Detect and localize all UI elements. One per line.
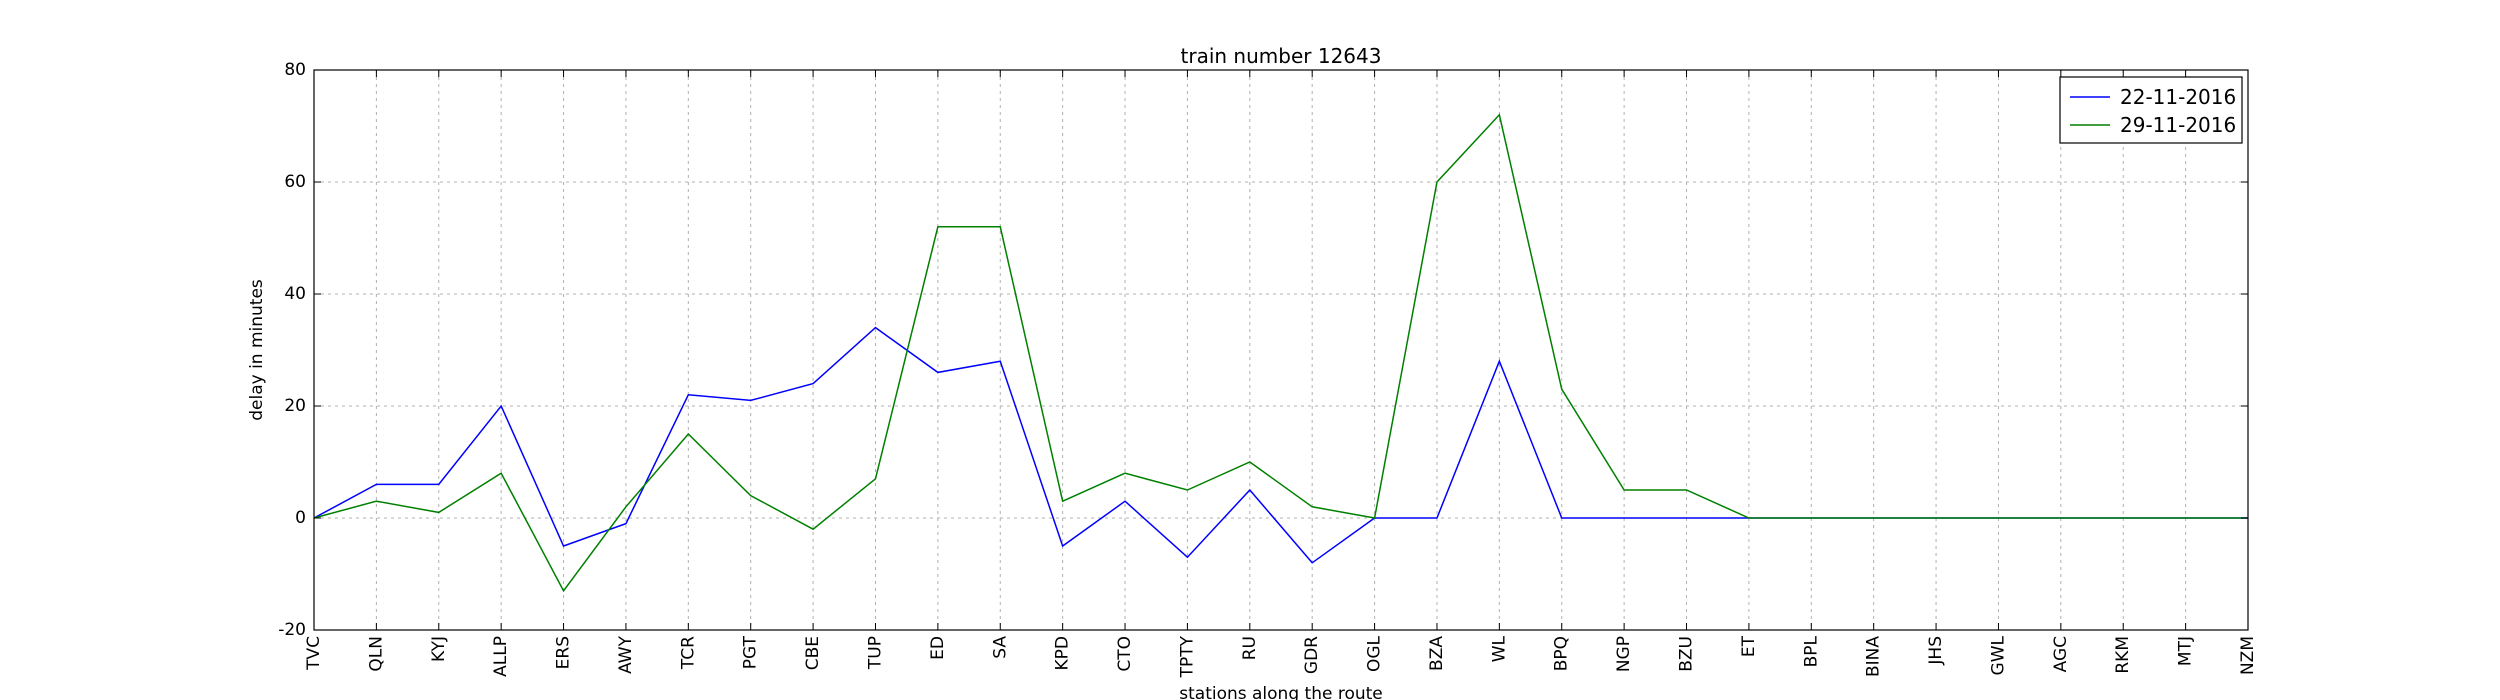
x-axis-title: stations along the route — [1179, 684, 1383, 700]
x-tick-label: AGC — [2051, 636, 2071, 672]
x-tick-label: NZM — [2238, 636, 2258, 675]
x-tick-label: RU — [1240, 636, 1260, 660]
x-tick-label: TCR — [678, 636, 698, 670]
x-tick-label: KPD — [1053, 636, 1073, 671]
y-tick-label: 40 — [284, 284, 306, 304]
y-tick-label: -20 — [278, 620, 306, 640]
y-tick-label: 0 — [295, 508, 306, 528]
x-tick-label: JHS — [1926, 636, 1946, 666]
x-tick-label: TVC — [304, 636, 324, 671]
x-tick-label: ERS — [554, 636, 574, 669]
x-axis-ticks: TVC QLN KYJ ALLP ERS AWY TCR PGT CBE TUP ED SA KPD CT… — [304, 70, 2258, 678]
y-axis-ticks: -20 0 20 40 60 80 — [278, 60, 2248, 640]
plot-frame — [313, 69, 2249, 631]
x-tick-label: CTO — [1115, 636, 1135, 672]
x-tick-label: TPTY — [1177, 635, 1197, 678]
y-tick-label: 20 — [284, 396, 306, 416]
x-tick-label: GWL — [1988, 635, 2008, 675]
legend-label: 29-11-2016 — [2120, 113, 2236, 137]
x-tick-label: PGT — [741, 635, 761, 669]
series-line-1 — [313, 326, 2248, 564]
legend-box — [2059, 76, 2243, 144]
x-tick-label: SA — [990, 636, 1010, 659]
x-tick-label: RKM — [2113, 636, 2133, 674]
chart-title: train number 12643 — [1181, 44, 1382, 68]
x-tick-label: BZU — [1677, 636, 1697, 672]
x-tick-label: MTJ — [2176, 636, 2196, 666]
x-tick-label: AWY — [616, 635, 636, 674]
series-layer — [313, 113, 2248, 593]
x-tick-label: OGL — [1365, 635, 1385, 672]
x-tick-label: BPQ — [1552, 636, 1572, 671]
y-tick-label: 60 — [284, 172, 306, 192]
x-tick-label: KYJ — [429, 636, 449, 662]
x-tick-label: TUP — [865, 636, 885, 670]
legend: 22-11-2016 29-11-2016 — [2059, 76, 2243, 144]
grid-layer — [314, 70, 2248, 630]
x-tick-label: QLN — [366, 636, 386, 672]
x-tick-label: BZA — [1427, 636, 1447, 671]
x-tick-label: ED — [928, 636, 948, 660]
series-line-2 — [313, 113, 2248, 593]
x-tick-label: WL — [1489, 635, 1509, 662]
y-axis-title: delay in minutes — [247, 279, 267, 421]
x-tick-label: BPL — [1801, 635, 1821, 667]
x-tick-label: ET — [1739, 635, 1759, 657]
legend-label: 22-11-2016 — [2120, 85, 2236, 109]
x-tick-label: GDR — [1302, 636, 1322, 674]
x-tick-label: CBE — [803, 636, 823, 670]
x-tick-label: NGP — [1614, 636, 1634, 672]
x-tick-label: BINA — [1864, 636, 1884, 677]
x-tick-label: ALLP — [491, 636, 511, 677]
y-tick-label: 80 — [284, 60, 306, 80]
